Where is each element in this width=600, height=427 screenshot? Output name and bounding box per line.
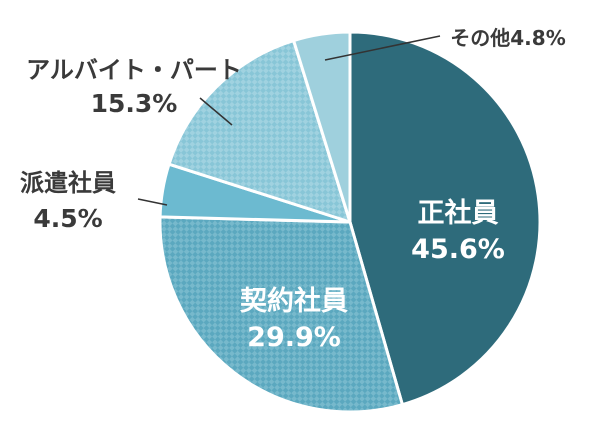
slice-label-sonota: その他4.8% — [450, 26, 565, 50]
pie-slice-seishain — [348, 30, 542, 407]
pie-slice-arubaito-paato — [167, 39, 352, 224]
slice-value-sonota: 4.8% — [510, 26, 565, 50]
slice-label-arubaito-paato: アルバイト・パート — [26, 56, 242, 84]
slice-value-arubaito-paato: 15.3% — [91, 89, 178, 118]
pie-slice-keiyakushain — [158, 215, 404, 414]
leader-line-sonota — [324, 35, 441, 61]
slice-label-hakenshain: 派遣社員 — [20, 169, 116, 197]
leader-line-arubaito-paato — [199, 97, 233, 126]
slice-label-sonota-name: その他 — [450, 26, 510, 50]
slice-value-seishain: 45.6% — [411, 234, 505, 265]
leader-line-hakenshain — [137, 198, 168, 206]
slice-value-hakenshain: 4.5% — [33, 204, 102, 233]
slice-label-seishain: 正社員 — [418, 197, 499, 229]
slice-value-keiyakushain: 29.9% — [247, 322, 341, 353]
pie-slice-sonota — [292, 30, 352, 224]
slice-label-keiyakushain: 契約社員 — [240, 285, 348, 317]
